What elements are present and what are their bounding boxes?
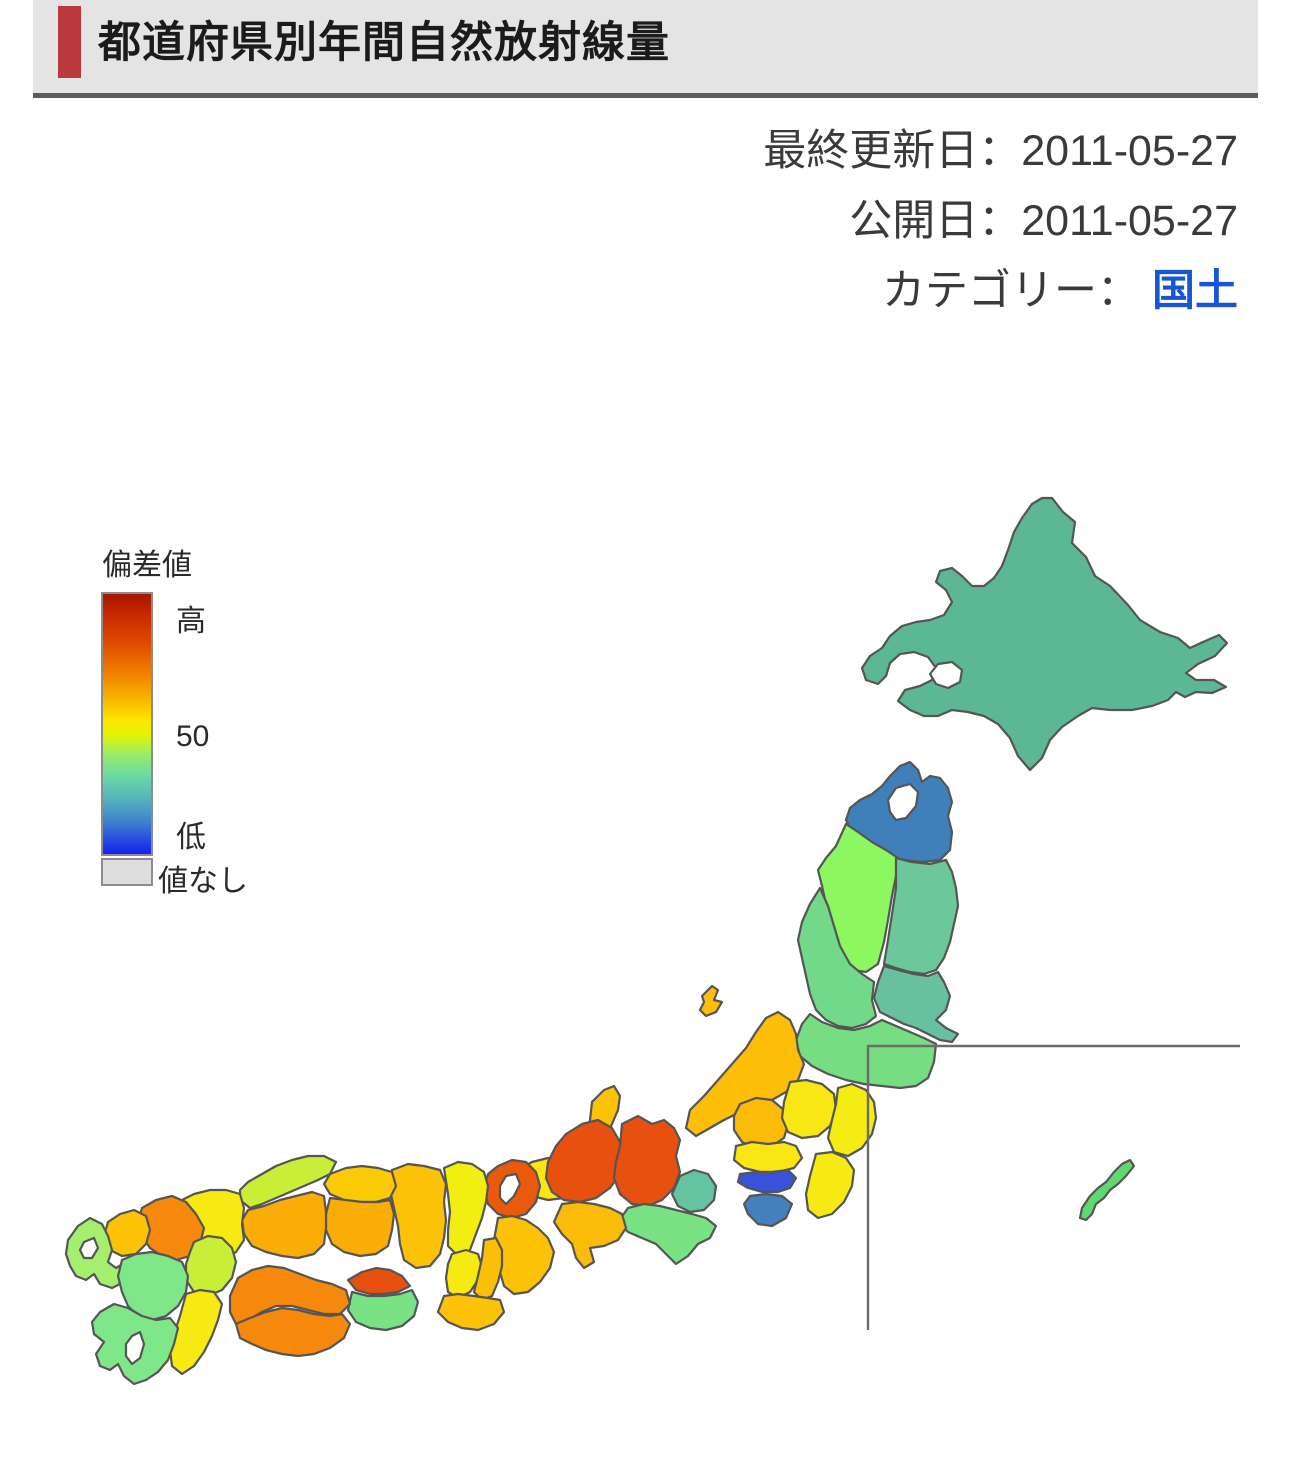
- published-label: 公開日：: [849, 197, 1022, 245]
- prefecture-tokushima[interactable]: [346, 1288, 420, 1332]
- prefecture-yamanashi[interactable]: [670, 1168, 718, 1214]
- nagasaki-inner-bay: [78, 1236, 100, 1260]
- legend-high-label: 高: [176, 605, 206, 638]
- prefecture-hokkaido[interactable]: [860, 496, 1229, 772]
- prefecture-kochi[interactable]: [234, 1306, 352, 1358]
- legend-nodata-label: 値なし: [158, 865, 248, 898]
- prefecture-osaka[interactable]: [444, 1248, 484, 1300]
- prefecture-ibaraki[interactable]: [826, 1082, 878, 1158]
- prefecture-kumamoto[interactable]: [116, 1250, 190, 1322]
- prefecture-oita[interactable]: [184, 1234, 238, 1298]
- category-row: カテゴリー： 国土: [538, 256, 1238, 326]
- prefecture-iwate[interactable]: [882, 856, 960, 976]
- okinawa-inset-frame: [866, 1044, 1240, 1330]
- category-label: カテゴリー：: [882, 267, 1141, 315]
- prefecture-gunma[interactable]: [732, 1096, 790, 1150]
- prefecture-yamagata[interactable]: [796, 886, 878, 1030]
- legend-nodata-swatch: [101, 858, 153, 886]
- published-row: 公開日：2011-05-27: [538, 186, 1238, 256]
- prefecture-saitama[interactable]: [732, 1140, 804, 1174]
- prefecture-kyoto[interactable]: [442, 1160, 490, 1258]
- prefecture-niigata[interactable]: [684, 1010, 806, 1138]
- japan-choropleth-map: [64, 496, 1240, 1386]
- last-updated-value: 2011-05-27: [1021, 127, 1238, 175]
- page-title: 都道府県別年間自然放射線量: [98, 19, 670, 67]
- prefecture-shizuoka[interactable]: [616, 1202, 718, 1266]
- prefecture-miyagi[interactable]: [872, 964, 960, 1044]
- legend-low-label: 低: [176, 821, 206, 854]
- prefecture-okayama[interactable]: [324, 1196, 396, 1258]
- page-header: [33, 0, 1258, 97]
- prefecture-kagawa[interactable]: [346, 1266, 412, 1296]
- map-container: 偏差値 高 50 低 値なし: [0, 380, 1290, 1390]
- published-value: 2011-05-27: [1021, 197, 1238, 245]
- prefecture-tottori[interactable]: [322, 1164, 398, 1204]
- prefecture-hyogo[interactable]: [388, 1162, 448, 1270]
- aomori-mutsu-bay: [886, 782, 920, 822]
- prefecture-hiroshima[interactable]: [240, 1190, 328, 1260]
- prefecture-tokyo[interactable]: [736, 1168, 798, 1194]
- hokkaido-inner-bay: [928, 660, 964, 690]
- prefecture-akita[interactable]: [816, 822, 900, 974]
- prefecture-tochigi[interactable]: [780, 1078, 838, 1140]
- header-divider: [33, 93, 1258, 98]
- last-updated-row: 最終更新日：2011-05-27: [538, 116, 1238, 186]
- legend-title: 偏差値: [102, 549, 192, 582]
- prefecture-nagano[interactable]: [612, 1114, 682, 1208]
- prefecture-nara[interactable]: [472, 1236, 504, 1302]
- last-updated-label: 最終更新日：: [763, 127, 1022, 175]
- prefecture-fukushima[interactable]: [794, 1012, 938, 1090]
- category-link[interactable]: 国土: [1152, 267, 1238, 315]
- prefecture-kanagawa[interactable]: [742, 1192, 794, 1228]
- prefecture-gifu[interactable]: [544, 1118, 626, 1204]
- legend-mid-label: 50: [176, 720, 210, 753]
- title-accent-bar: [58, 6, 81, 78]
- prefecture-chiba[interactable]: [804, 1150, 856, 1220]
- prefecture-shimane[interactable]: [238, 1154, 338, 1210]
- legend-color-ramp: [101, 592, 153, 856]
- prefecture-aichi[interactable]: [552, 1200, 628, 1270]
- lake-biwa: [498, 1172, 522, 1206]
- kagoshima-kinko-bay: [124, 1330, 146, 1366]
- prefecture-okinawa[interactable]: [1078, 1158, 1136, 1222]
- sado-island: [698, 984, 724, 1018]
- metadata-block: 最終更新日：2011-05-27 公開日：2011-05-27 カテゴリー： 国…: [538, 116, 1238, 326]
- prefecture-wakayama[interactable]: [436, 1292, 506, 1332]
